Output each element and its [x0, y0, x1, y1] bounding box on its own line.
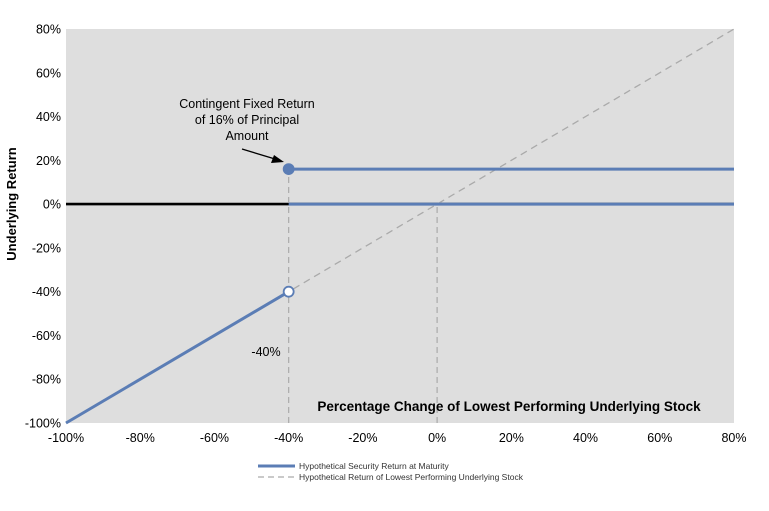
- x-tick-label: 60%: [647, 431, 672, 445]
- y-tick-label: -100%: [25, 417, 61, 431]
- x-tick-label: -40%: [274, 431, 303, 445]
- stock-return-line: [65, 28, 735, 424]
- annotation-line-1: Contingent Fixed Return: [179, 97, 315, 111]
- y-tick-label: 80%: [36, 23, 61, 37]
- y-tick-label: -20%: [32, 241, 61, 255]
- x-tick-label: 40%: [573, 431, 598, 445]
- x-tick-label: -100%: [48, 431, 84, 445]
- y-tick-label: 20%: [36, 154, 61, 168]
- y-axis-ticks: 80% 60% 40% 20% 0% -20% -40% -60% -80% -100%: [25, 23, 61, 431]
- marker-filled: [282, 163, 295, 175]
- legend-label-stock: Hypothetical Return of Lowest Performing…: [299, 472, 524, 482]
- annotation-arrow: [241, 148, 276, 160]
- contingent-annotation: Contingent Fixed Return of 16% of Princi…: [179, 97, 315, 163]
- annotation-arrow-head: [271, 155, 284, 163]
- x-tick-label: 20%: [499, 431, 524, 445]
- x-tick-label: 0%: [428, 431, 446, 445]
- threshold-label: -40%: [251, 345, 280, 359]
- legend-label-security: Hypothetical Security Return at Maturity: [299, 461, 450, 471]
- x-tick-label: -20%: [348, 431, 377, 445]
- security-return-segment-0: [65, 290, 290, 425]
- marker-open: [282, 285, 295, 298]
- x-axis-ticks: -100% -80% -60% -40% -20% 0% 20% 40% 60% 80%: [48, 431, 747, 445]
- x-axis-label: Percentage Change of Lowest Performing U…: [317, 399, 701, 414]
- y-tick-label: 60%: [36, 66, 61, 80]
- y-tick-label: 40%: [36, 110, 61, 124]
- x-tick-label: 80%: [721, 431, 746, 445]
- y-tick-label: -60%: [32, 329, 61, 343]
- annotation-line-3: Amount: [225, 129, 269, 143]
- markers: [282, 163, 295, 298]
- y-tick-label: 0%: [43, 198, 61, 212]
- series-lines: [65, 28, 735, 425]
- y-tick-label: -80%: [32, 373, 61, 387]
- legend: Hypothetical Security Return at Maturity…: [258, 461, 524, 482]
- x-tick-label: -80%: [126, 431, 155, 445]
- annotation-line-2: of 16% of Principal: [195, 113, 299, 127]
- x-tick-label: -60%: [200, 431, 229, 445]
- y-axis-label: Underlying Return: [4, 147, 19, 260]
- y-tick-label: -40%: [32, 285, 61, 299]
